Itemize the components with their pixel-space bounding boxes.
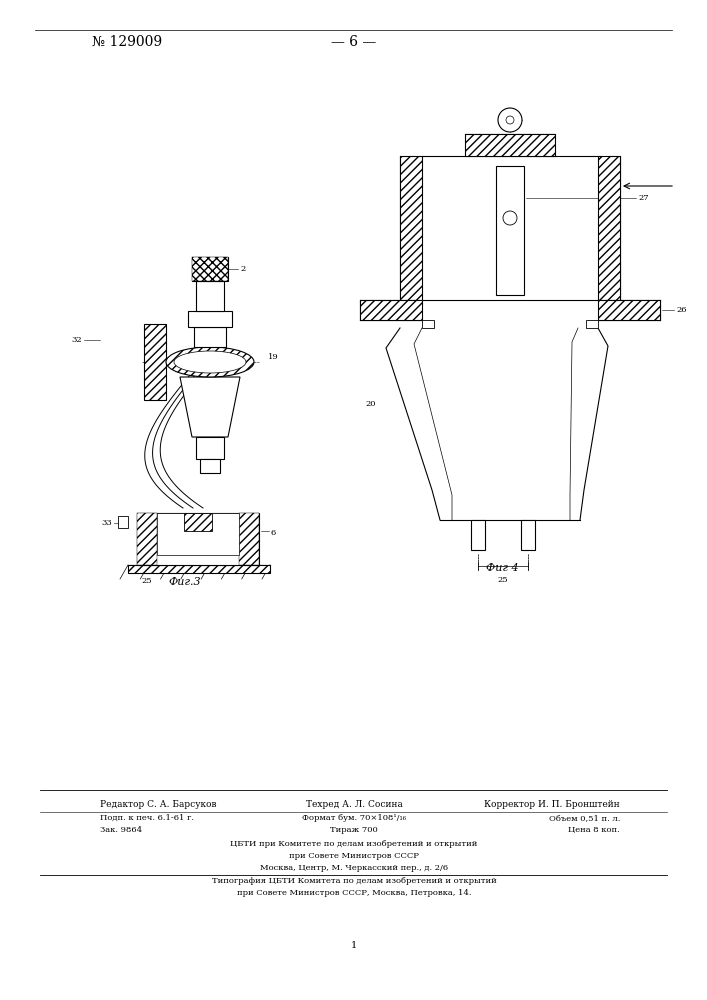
Text: Фиг.3: Фиг.3 [169,577,201,587]
Text: 25: 25 [141,577,152,585]
Text: ЦБТИ при Комитете по делам изобретений и открытий: ЦБТИ при Комитете по делам изобретений и… [230,840,478,848]
Text: 27: 27 [638,194,648,202]
Text: 32: 32 [71,336,82,344]
Text: 1: 1 [351,940,357,950]
Text: 26: 26 [676,306,686,314]
Polygon shape [180,377,240,437]
Text: 33: 33 [101,519,112,527]
Bar [184,513,212,531]
Bar [192,257,228,281]
Bar [194,327,226,347]
Bar [192,257,228,281]
Bar [360,300,422,320]
Bar [188,311,232,327]
Bar [196,281,224,311]
Text: Типография ЦБТИ Комитета по делам изобретений и открытий: Типография ЦБТИ Комитета по делам изобре… [211,877,496,885]
Bar [471,520,485,550]
Bar [200,459,220,473]
Text: Подп. к печ. 6.1-61 г.: Подп. к печ. 6.1-61 г. [100,814,194,822]
Text: Корректор И. П. Бронштейн: Корректор И. П. Бронштейн [484,800,620,809]
Circle shape [498,108,522,132]
Text: 19: 19 [268,353,279,361]
Text: Москва, Центр, М. Черкасский пер., д. 2/6: Москва, Центр, М. Черкасский пер., д. 2/… [260,864,448,872]
Text: при Совете Министров СССР: при Совете Министров СССР [289,852,419,860]
Text: Объем 0,51 п. л.: Объем 0,51 п. л. [549,814,620,822]
Bar [496,166,524,295]
Text: Фиг 4: Фиг 4 [486,563,518,573]
Bar [239,513,259,565]
Circle shape [503,211,517,225]
Text: 6: 6 [271,529,276,537]
Bar [118,516,128,528]
Text: Зак. 9864: Зак. 9864 [100,826,142,834]
Bar [422,320,434,328]
Bar [598,300,660,320]
Text: № 129009: № 129009 [92,35,162,49]
Bar [521,520,535,550]
Text: — 6 —: — 6 — [332,35,377,49]
Text: 2: 2 [240,265,245,273]
Text: Цена 8 коп.: Цена 8 коп. [568,826,620,834]
Bar [400,156,422,300]
Text: Формат бум. 70×108¹/₁₆: Формат бум. 70×108¹/₁₆ [302,814,406,822]
Bar [157,513,239,555]
Text: Редактор С. А. Барсуков: Редактор С. А. Барсуков [100,800,216,809]
Bar [196,437,224,459]
Bar [137,513,157,565]
Text: 20: 20 [366,400,376,408]
Bar [598,156,620,300]
Ellipse shape [174,351,246,373]
Bar [465,134,555,156]
Text: при Совете Министров СССР, Москва, Петровка, 14.: при Совете Министров СССР, Москва, Петро… [237,889,472,897]
Bar [144,324,166,400]
Text: Тираж 700: Тираж 700 [330,826,378,834]
Text: Техред А. Л. Сосина: Техред А. Л. Сосина [305,800,402,809]
Bar [586,320,598,328]
Bar [128,565,270,573]
Ellipse shape [166,347,254,377]
Bar [137,513,259,565]
Circle shape [506,116,514,124]
Text: 25: 25 [498,576,508,584]
